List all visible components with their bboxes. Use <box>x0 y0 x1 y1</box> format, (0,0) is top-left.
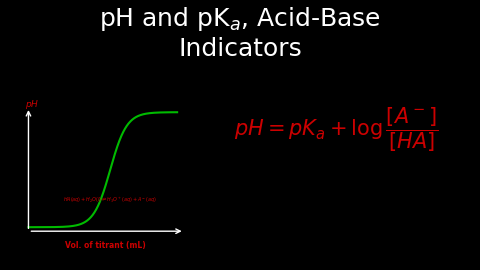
Text: $\mathit{pH}$: $\mathit{pH}$ <box>25 98 39 111</box>
Text: $\mathit{pH = pK_a + \log\dfrac{[A^-]}{[HA]}}$: $\mathit{pH = pK_a + \log\dfrac{[A^-]}{[… <box>234 105 438 154</box>
Text: pH and pK$_a$, Acid-Base
Indicators: pH and pK$_a$, Acid-Base Indicators <box>99 5 381 61</box>
Text: Vol. of titrant (mL): Vol. of titrant (mL) <box>65 241 146 250</box>
Text: $\mathit{HA(aq) + H_2O(l) \rightleftharpoons H_3O^+(aq) + A^-(aq)}$: $\mathit{HA(aq) + H_2O(l) \rightleftharp… <box>63 195 157 205</box>
